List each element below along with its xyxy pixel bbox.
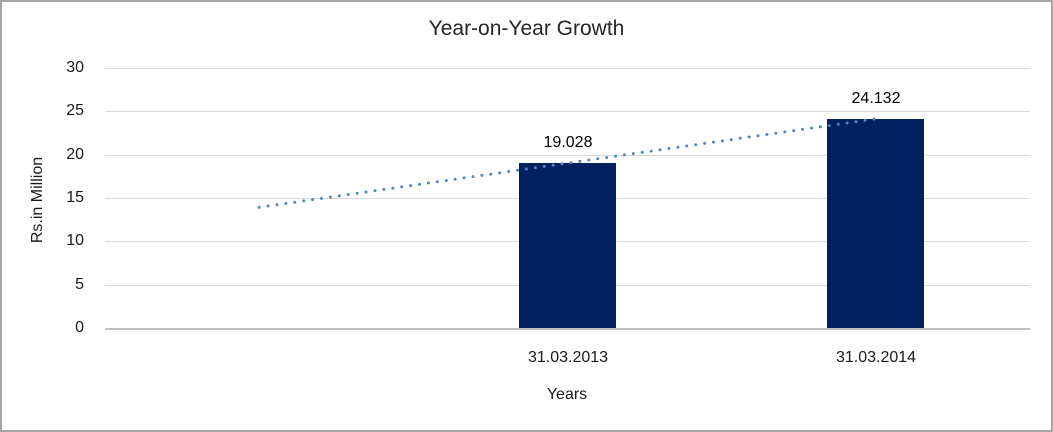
y-axis-tick-label: 20: [66, 146, 84, 163]
plot-area: 19.028 24.132: [105, 68, 1030, 330]
y-axis-tick-label: 25: [66, 102, 84, 119]
x-axis-tick-label: 31.03.2014: [835, 349, 917, 366]
y-axis-tick-label: 30: [66, 59, 84, 76]
bar-31.03.2013: [519, 163, 616, 328]
x-axis-tick-label: 31.03.2013: [527, 349, 609, 366]
y-axis-tick-label: 15: [66, 189, 84, 206]
y-gridline: [105, 155, 1030, 156]
x-axis-title: Years: [546, 386, 588, 403]
y-axis-tick-label: 5: [75, 276, 84, 293]
y-axis-tick-label: 0: [75, 319, 84, 336]
y-gridline: [105, 68, 1030, 69]
bar-31.03.2014: [827, 119, 924, 328]
trendline: [257, 117, 878, 209]
y-gridline: [105, 111, 1030, 112]
bar-data-label: 19.028: [543, 134, 593, 151]
bar-data-label: 24.132: [851, 90, 901, 107]
y-axis-tick-label: 10: [66, 232, 84, 249]
chart-title: Year-on-Year Growth: [428, 17, 625, 40]
